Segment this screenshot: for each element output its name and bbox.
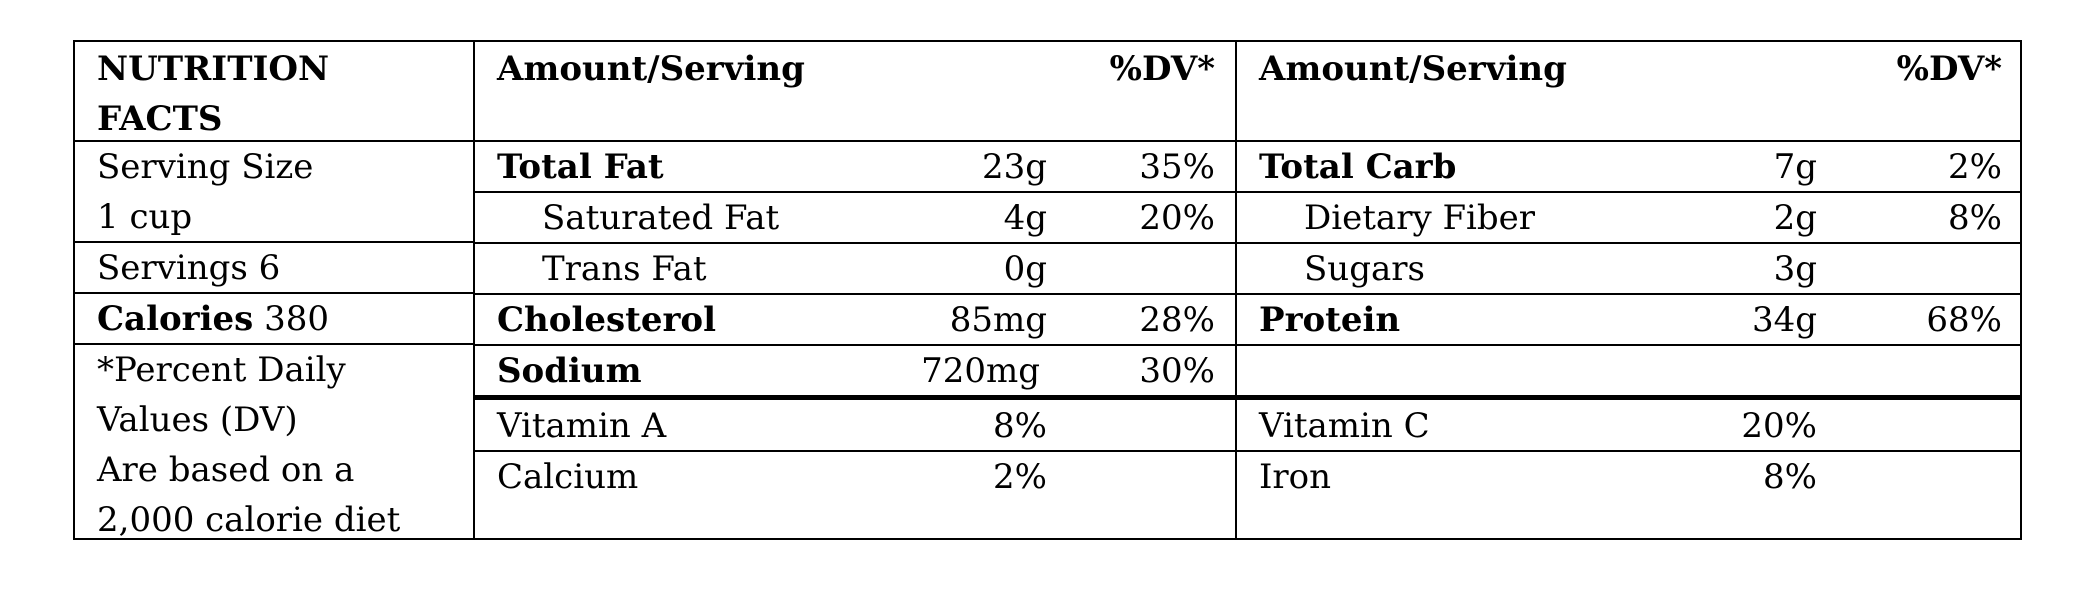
nutrient-row-dietary-fiber: Dietary Fiber 2g 8%	[1237, 193, 2022, 244]
nutrient-dv: 28%	[1139, 300, 1215, 340]
nutrient-dv: 30%	[1139, 351, 1215, 391]
nutrient-amount: 2g	[1773, 198, 1817, 238]
nutrient-name: Cholesterol	[497, 300, 716, 340]
vitamin-name: Vitamin A	[497, 406, 667, 446]
vitamin-name: Vitamin C	[1259, 406, 1430, 446]
title-cell: NUTRITION FACTS	[75, 42, 473, 142]
dv-header-left: %DV*	[1109, 49, 1215, 89]
vitamin-name: Iron	[1259, 457, 1332, 497]
calories-cell: Calories 380	[75, 294, 473, 345]
dv-header-right: %DV*	[1896, 49, 2002, 89]
amount-serving-header-right: Amount/Serving	[1259, 49, 1567, 89]
nutrient-name: Protein	[1259, 300, 1401, 340]
nutrient-row-total-fat: Total Fat 23g 35%	[475, 142, 1235, 193]
nutrient-name: Total Fat	[497, 147, 664, 187]
nutrient-row-protein: Protein 34g 68%	[1237, 295, 2022, 346]
vitamin-row-vitamin-c: Vitamin C 20%	[1237, 400, 2022, 452]
nutrient-name: Sodium	[497, 351, 642, 391]
header-left: Amount/Serving %DV*	[475, 42, 1235, 142]
header-right: Amount/Serving %DV*	[1237, 42, 2022, 142]
nutrient-dv: 2%	[1948, 147, 2002, 187]
title-line-1: NUTRITION	[97, 49, 330, 89]
nutrient-amount: 3g	[1773, 249, 1817, 289]
calories-label: Calories	[97, 299, 254, 339]
servings-text: Servings 6	[97, 248, 281, 288]
vitamin-value: 8%	[993, 406, 1047, 446]
nutrient-name: Saturated Fat	[542, 198, 780, 238]
footnote-line-3: Are based on a	[97, 450, 355, 490]
nutrient-row-total-carb: Total Carb 7g 2%	[1237, 142, 2022, 193]
serving-size-label: Serving Size	[97, 147, 314, 187]
servings-cell: Servings 6	[75, 243, 473, 294]
nutrient-dv: 35%	[1139, 147, 1215, 187]
nutrient-amount: 23g	[981, 147, 1047, 187]
vitamin-row-calcium: Calcium 2%	[475, 452, 1235, 540]
nutrient-row-sodium: Sodium 720mg 30%	[475, 346, 1235, 400]
nutrient-amount: 720mg	[921, 351, 1040, 391]
nutrient-amount: 0g	[1003, 249, 1047, 289]
nutrient-row-saturated-fat: Saturated Fat 4g 20%	[475, 193, 1235, 244]
serving-size-cell: Serving Size 1 cup	[75, 142, 473, 243]
nutrient-amount: 4g	[1003, 198, 1047, 238]
nutrient-amount: 7g	[1773, 147, 1817, 187]
vitamin-row-iron: Iron 8%	[1237, 452, 2022, 540]
nutrient-row-trans-fat: Trans Fat 0g	[475, 244, 1235, 295]
vitamin-value: 8%	[1763, 457, 1817, 497]
nutrient-row-sugars: Sugars 3g	[1237, 244, 2022, 295]
footnote-line-2: Values (DV)	[97, 400, 298, 440]
nutrient-row-cholesterol: Cholesterol 85mg 28%	[475, 295, 1235, 346]
right-nutrients-column: Amount/Serving %DV* Total Carb 7g 2% Die…	[1237, 42, 2022, 538]
nutrient-dv: 68%	[1926, 300, 2002, 340]
amount-serving-header-left: Amount/Serving	[497, 49, 805, 89]
calories-value: 380	[264, 299, 330, 339]
nutrient-name: Dietary Fiber	[1304, 198, 1536, 238]
nutrient-dv: 20%	[1139, 198, 1215, 238]
nutrient-name: Sugars	[1304, 249, 1425, 289]
left-nutrients-column: Amount/Serving %DV* Total Fat 23g 35% Sa…	[475, 42, 1237, 538]
nutrient-name: Trans Fat	[542, 249, 707, 289]
nutrient-name: Total Carb	[1259, 147, 1457, 187]
nutrient-amount: 34g	[1751, 300, 1817, 340]
calories-text: Calories 380	[97, 294, 329, 344]
footnote-line-4: 2,000 calorie diet	[97, 500, 401, 540]
nutrient-dv: 8%	[1948, 198, 2002, 238]
footnote-line-1: *Percent Daily	[97, 350, 346, 390]
vitamin-name: Calcium	[497, 457, 639, 497]
nutrient-amount: 85mg	[949, 300, 1047, 340]
sidebar-column: NUTRITION FACTS Serving Size 1 cup Servi…	[75, 42, 475, 540]
nutrition-facts-table: NUTRITION FACTS Serving Size 1 cup Servi…	[73, 40, 2022, 540]
footnote-cell: *Percent Daily Values (DV) Are based on …	[75, 345, 473, 540]
serving-size-value: 1 cup	[97, 197, 193, 237]
empty-row	[1237, 346, 2022, 400]
vitamin-value: 2%	[993, 457, 1047, 497]
title-line-2: FACTS	[97, 99, 223, 139]
vitamin-row-vitamin-a: Vitamin A 8%	[475, 400, 1235, 452]
vitamin-value: 20%	[1741, 406, 1817, 446]
